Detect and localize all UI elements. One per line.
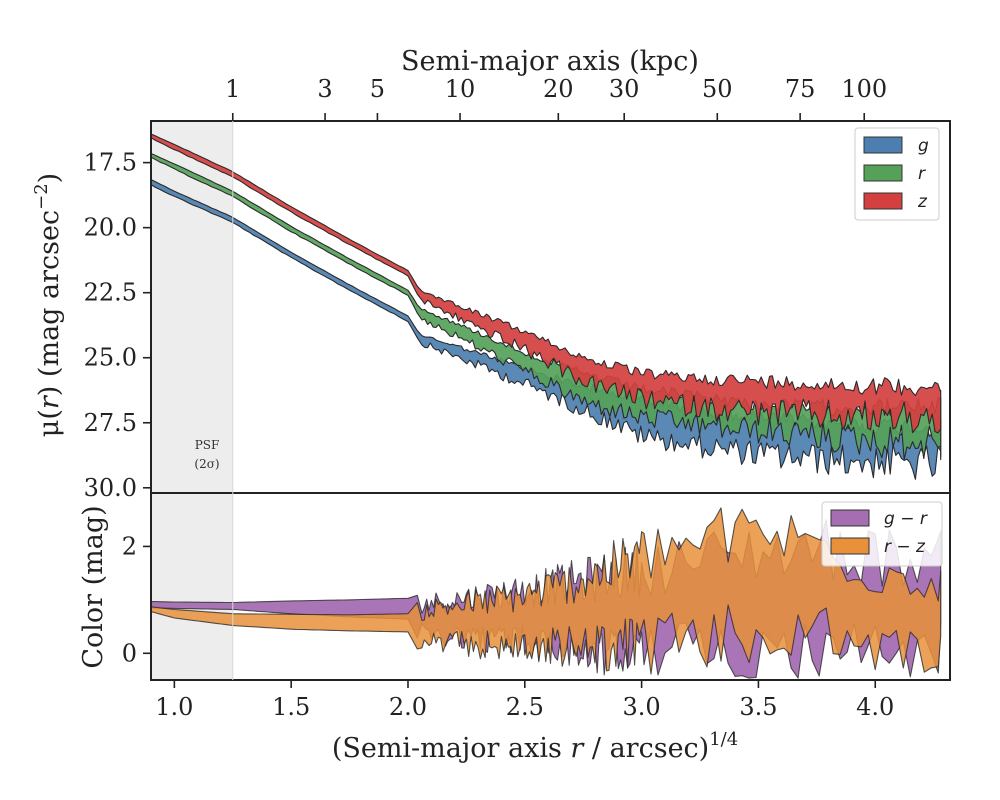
legend-swatch-z <box>863 192 903 210</box>
band-z <box>150 133 942 434</box>
xlabel-sup: 1/4 <box>709 729 738 750</box>
ylabel-r: r <box>34 394 65 409</box>
y-tick-label: 30.0 <box>84 474 137 502</box>
legend-swatch-r <box>863 164 903 182</box>
x-axis-label: (Semi-major axis r / arcsec)1/4 <box>332 729 738 764</box>
x-tick-label: 3.5 <box>739 693 777 721</box>
ylabel-mu: μ <box>34 420 65 438</box>
psf-annotation-line1: PSF <box>195 438 220 452</box>
legend-label-r: r <box>918 164 926 184</box>
kpc-tick-label: 3 <box>317 75 332 103</box>
kpc-tick-label: 20 <box>543 75 574 103</box>
psf-shaded-region-bottom <box>151 493 233 680</box>
ylabel-end: ) <box>34 173 65 184</box>
band-g <box>150 179 942 480</box>
y-tick-label: 27.5 <box>84 409 137 437</box>
top-y-axis-label: μ(r) (mag arcsec−2) <box>31 173 65 437</box>
y-tick-label: 20.0 <box>84 214 137 242</box>
ylabel-close: ) (mag arcsec <box>34 210 65 396</box>
bottom-y-axis-label: Color (mag) <box>78 505 109 668</box>
xlabel-main: (Semi-major axis <box>332 733 571 764</box>
psf-shaded-region-top <box>151 121 233 493</box>
y-tick-label: 2 <box>122 532 137 560</box>
xlabel-r: r <box>570 733 585 764</box>
surface-brightness-series <box>150 133 942 480</box>
y-tick-label: 22.5 <box>84 279 137 307</box>
legend-label-r-z: r − z <box>884 537 926 557</box>
legend-label-g-r: g − r <box>884 509 928 529</box>
y-tick-label: 0 <box>122 639 137 667</box>
legend-swatch-r-z <box>830 537 870 555</box>
ylabel-sup: −2 <box>31 183 52 210</box>
x-tick-label: 3.0 <box>623 693 661 721</box>
kpc-axis-label: Semi-major axis (kpc) <box>401 46 699 77</box>
x-tick-label: 1.5 <box>272 693 310 721</box>
x-tick-label: 4.0 <box>856 693 894 721</box>
kpc-tick-label: 100 <box>841 75 887 103</box>
kpc-tick-label: 1 <box>225 75 240 103</box>
x-axis-ticks: 1.0 1.5 2.0 2.5 3.0 3.5 4.0 <box>155 680 894 721</box>
x-tick-label: 2.5 <box>506 693 544 721</box>
psf-annotation-line2: (2σ) <box>194 457 219 471</box>
kpc-tick-label: 10 <box>445 75 476 103</box>
x-tick-label: 2.0 <box>389 693 427 721</box>
legend-swatch-g-r <box>830 509 870 527</box>
kpc-tick-label: 50 <box>702 75 733 103</box>
legend-swatch-g <box>863 136 903 154</box>
kpc-tick-label: 75 <box>785 75 816 103</box>
top-legend: g r z <box>854 127 940 221</box>
kpc-tick-label: 30 <box>609 75 640 103</box>
color-series <box>150 507 942 679</box>
bottom-y-axis-ticks: 02 <box>122 532 151 667</box>
x-tick-label: 1.0 <box>155 693 193 721</box>
ylabel-open: ( <box>34 409 65 420</box>
kpc-tick-label: 5 <box>370 75 385 103</box>
legend-label-g: g <box>918 136 929 156</box>
y-tick-label: 17.5 <box>84 149 137 177</box>
xlabel-rest: / arcsec) <box>583 733 709 764</box>
y-tick-label: 25.0 <box>84 344 137 372</box>
bottom-legend: g − r r − z <box>821 501 943 567</box>
legend-label-z: z <box>917 192 928 212</box>
kpc-axis-ticks: 1 3 5 10 20 30 50 75 100 <box>225 75 887 121</box>
top-y-axis-ticks: 17.5 20.0 22.5 25.0 27.5 30.0 <box>84 149 151 502</box>
bottom-panel-frame <box>150 492 951 681</box>
band-r-z <box>150 507 942 675</box>
